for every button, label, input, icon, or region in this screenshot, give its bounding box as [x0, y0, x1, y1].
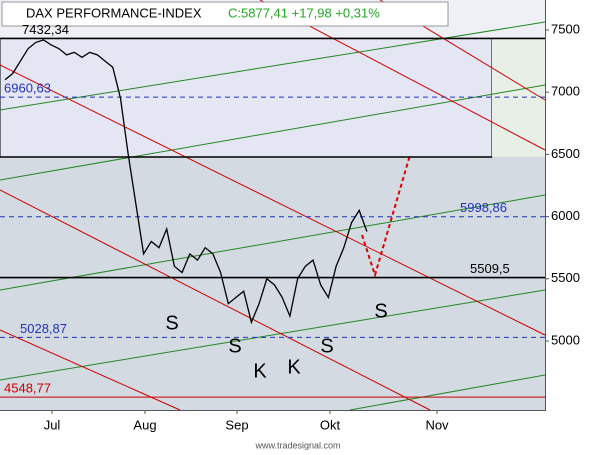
range-box-ext — [492, 38, 545, 157]
level-label: 5509,5 — [470, 261, 510, 276]
level-label: 7432,34 — [22, 22, 69, 37]
chart-subtitle: C:5877,41 +17,98 +0,31% — [228, 5, 380, 20]
y-tick-label: 6500 — [551, 146, 580, 161]
level-label: 4548,77 — [4, 381, 51, 396]
x-axis — [0, 410, 545, 411]
annotation: S — [320, 335, 333, 357]
y-axis — [545, 0, 546, 411]
annotation: S — [165, 312, 178, 334]
annotation: S — [228, 335, 241, 357]
forecast-arrow — [361, 154, 411, 279]
x-tick-label: Okt — [320, 417, 341, 432]
chart-title: DAX PERFORMANCE-INDEX — [26, 5, 202, 20]
level-label: 6960,63 — [4, 81, 51, 96]
y-tick-label: 6000 — [551, 208, 580, 223]
annotation: S — [374, 300, 387, 322]
level-label: 5998,86 — [460, 200, 507, 215]
watermark: www.tradesignal.com — [254, 440, 340, 450]
y-tick-label: 5500 — [551, 270, 580, 285]
title-box — [1, 1, 449, 27]
x-tick-label: Sep — [225, 417, 248, 432]
level-label: 5028,87 — [20, 321, 67, 336]
x-tick-label: Jul — [44, 417, 61, 432]
x-tick-label: Aug — [133, 417, 156, 432]
annotation: K — [287, 356, 301, 378]
x-tick-label: Nov — [425, 417, 449, 432]
y-tick-label: 7000 — [551, 84, 580, 99]
y-tick-label: 5000 — [551, 332, 580, 347]
price-line — [4, 39, 368, 325]
annotation: K — [253, 360, 267, 382]
y-tick-label: 7500 — [551, 21, 580, 36]
